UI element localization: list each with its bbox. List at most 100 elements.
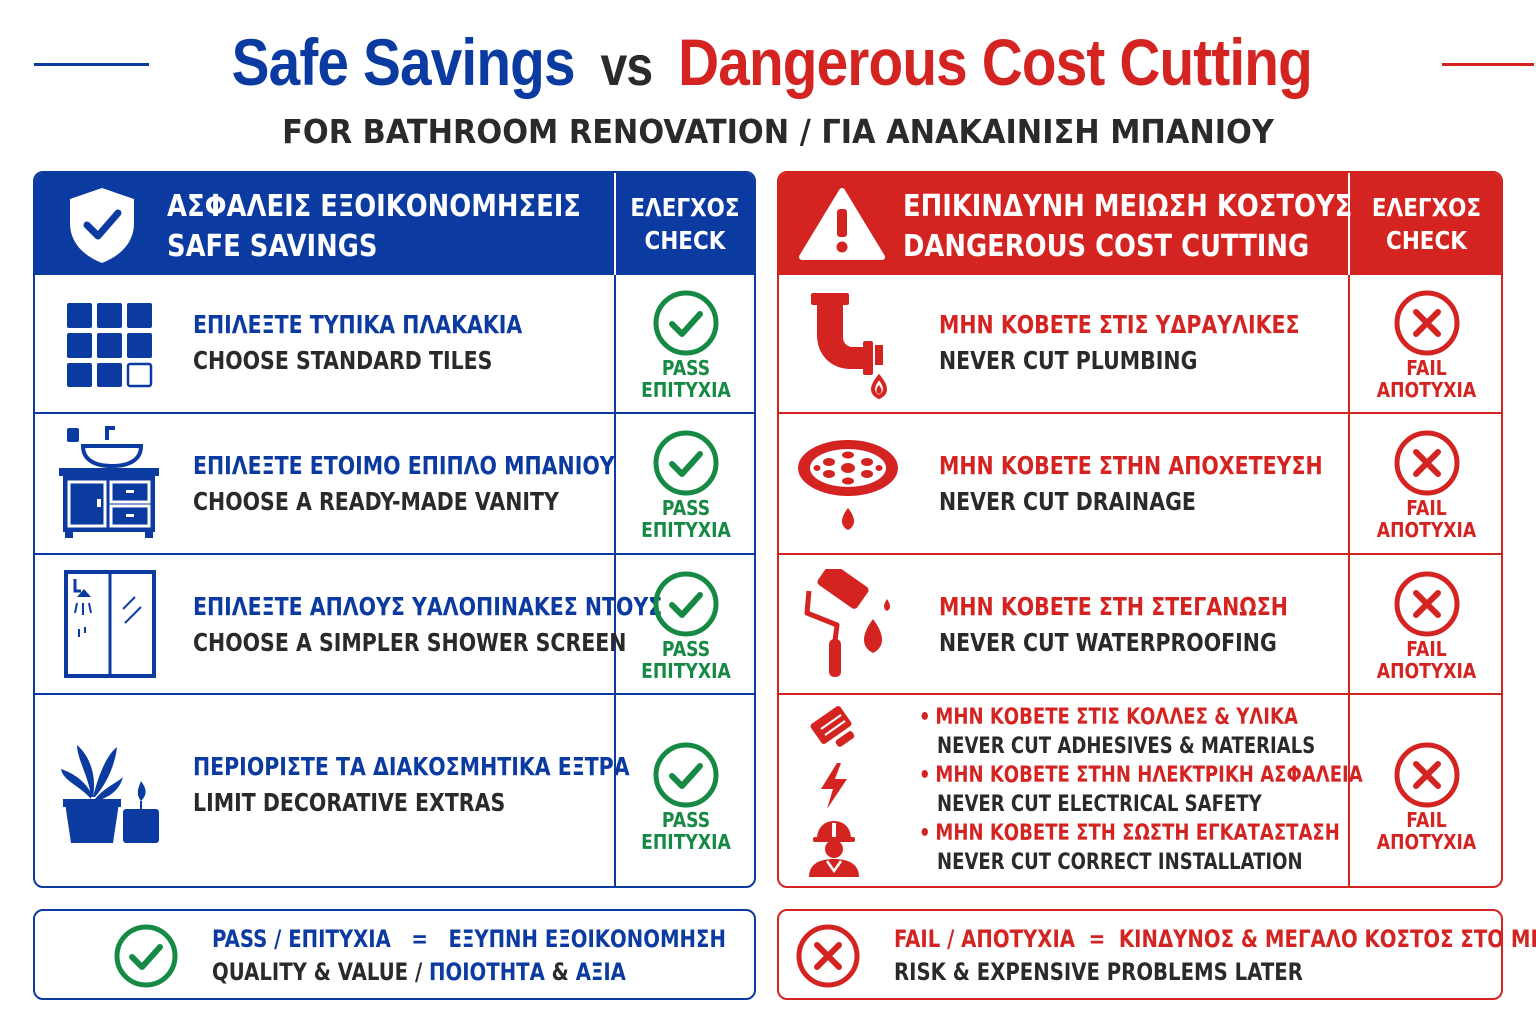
safe-row-text: ΕΠΙΛΕΞΤΕ ΤΥΠΙΚΑ ΠΛΑΚΑΚΙΑ CHOOSE STANDARD…	[193, 307, 522, 379]
fail-status: FAIL ΑΠΟΤΥΧΙΑ	[1350, 429, 1501, 542]
status-gr: ΕΠΙΤΥΧΙΑ	[641, 659, 731, 683]
column-divider	[614, 693, 616, 886]
status-en: PASS	[661, 496, 711, 520]
fail-status: FAIL ΑΠΟΤΥΧΙΑ	[1350, 570, 1501, 683]
status-gr: ΑΠΟΤΥΧΙΑ	[1376, 378, 1477, 402]
row-divider	[35, 553, 754, 555]
safe-row-text: ΠΕΡΙΟΡΙΣΤΕ ΤΑ ΔΙΑΚΟΣΜΗΤΙΚΑ ΕΞΤΡΑ LIMIT D…	[193, 749, 630, 821]
bullet-text-gr: ΜΗΝ ΚΟΒΕΤΕ ΣΤΙΣ ΚΟΛΛΕΣ & ΥΛΙΚΑ	[935, 705, 1298, 730]
title-rule-left	[34, 63, 149, 66]
danger-title-gr: ΕΠΙΚΙΝΔΥΝΗ ΜΕΙΩΣΗ ΚΟΣΤΟΥΣ	[903, 189, 1353, 224]
status-gr: ΕΠΙΤΥΧΙΑ	[641, 830, 731, 854]
legend-line-1: FAIL / ΑΠΟΤΥΧΙΑ = ΚΙΝΔΥΝΟΣ & ΜΕΓΑΛΟ ΚΟΣΤ…	[894, 925, 1536, 953]
danger-row-text: ΜΗΝ ΚΟΒΕΤΕ ΣΤΙΣ ΥΔΡΑΥΛΙΚΕΣ NEVER CUT PLU…	[939, 307, 1300, 379]
column-divider	[614, 275, 616, 414]
pass-status: PASS ΕΠΙΤΥΧΙΑ	[616, 741, 754, 854]
row-divider	[779, 553, 1501, 555]
row-text-en: CHOOSE STANDARD TILES	[193, 346, 493, 375]
header-divider	[1348, 173, 1350, 275]
danger-row-bullets: • ΜΗΝ ΚΟΒΕΤΕ ΣΤΙΣ ΚΟΛΛΕΣ & ΥΛΙΚΑ NEVER CU…	[779, 693, 1501, 886]
danger-panel-title: ΕΠΙΚΙΝΔΥΝΗ ΜΕΙΩΣΗ ΚΟΣΤΟΥΣ DANGEROUS COST…	[903, 187, 1352, 267]
bullet-text-en: NEVER CUT ELECTRICAL SAFETY	[937, 792, 1262, 817]
bullet-text-en: NEVER CUT CORRECT INSTALLATION	[937, 850, 1303, 875]
fail-legend-text: FAIL / ΑΠΟΤΥΧΙΑ = ΚΙΝΔΥΝΟΣ & ΜΕΓΑΛΟ ΚΟΣΤ…	[894, 923, 1536, 989]
status-gr: ΑΠΟΤΥΧΙΑ	[1376, 659, 1477, 683]
bullet-dot: •	[919, 821, 931, 846]
status-en: FAIL	[1406, 496, 1447, 520]
safe-check-header: ΕΛΕΓΧΟΣ CHECK	[626, 191, 745, 257]
check-circle-icon	[653, 290, 719, 356]
status-en: FAIL	[1406, 808, 1447, 832]
column-divider	[1348, 553, 1350, 695]
column-divider	[614, 553, 616, 695]
danger-panel-header: ΕΠΙΚΙΝΔΥΝΗ ΜΕΙΩΣΗ ΚΟΣΤΟΥΣ DANGEROUS COST…	[779, 173, 1501, 275]
safe-savings-panel: ΑΣΦΑΛΕΙΣ ΕΞΟΙΚΟΝΟΜΗΣΕΙΣ SAFE SAVINGS ΕΛΕ…	[33, 171, 756, 888]
x-circle-icon	[796, 924, 860, 988]
danger-row: ΜΗΝ ΚΟΒΕΤΕ ΣΤΗΝ ΑΠΟΧΕΤΕΥΣΗ NEVER CUT DRA…	[779, 412, 1501, 555]
row-text-gr: ΜΗΝ ΚΟΒΕΤΕ ΣΤΙΣ ΥΔΡΑΥΛΙΚΕΣ	[939, 310, 1300, 339]
safe-title-gr: ΑΣΦΑΛΕΙΣ ΕΞΟΙΚΟΝΟΜΗΣΕΙΣ	[167, 189, 581, 224]
row-text-gr: ΜΗΝ ΚΟΒΕΤΕ ΣΤΗ ΣΤΕΓΑΝΩΣΗ	[939, 592, 1288, 621]
x-circle-icon	[1394, 290, 1459, 356]
status-gr: ΕΠΙΤΥΧΙΑ	[641, 518, 731, 542]
page-subtitle: FOR BATHROOM RENOVATION / ΓΙΑ ΑΝΑΚΑΙΝΙΣΗ…	[282, 112, 1274, 151]
fail-status: FAIL ΑΠΟΤΥΧΙΑ	[1350, 741, 1501, 854]
status-gr: ΑΠΟΤΥΧΙΑ	[1376, 518, 1477, 542]
title-danger: Dangerous Cost Cutting	[678, 25, 1313, 99]
danger-title-en: DANGEROUS COST CUTTING	[903, 229, 1310, 264]
status-en: FAIL	[1406, 356, 1447, 380]
column-divider	[614, 412, 616, 555]
paint-roller-icon	[804, 569, 890, 677]
trowel-icon	[810, 706, 855, 747]
pass-status: PASS ΕΠΙΤΥΧΙΑ	[616, 570, 754, 683]
page-title: Safe Savings vs Dangerous Cost Cutting	[111, 22, 1432, 106]
shower-screen-icon	[64, 570, 156, 678]
row-text-gr: ΜΗΝ ΚΟΒΕΤΕ ΣΤΗΝ ΑΠΟΧΕΤΕΥΣΗ	[939, 451, 1323, 480]
warning-triangle-icon	[799, 188, 885, 260]
dangerous-cost-cutting-panel: ΕΠΙΚΙΝΔΥΝΗ ΜΕΙΩΣΗ ΚΟΣΤΟΥΣ DANGEROUS COST…	[777, 171, 1503, 888]
pass-legend-text: PASS / ΕΠΙΤΥΧΙΑ = ΕΞΥΠΝΗ ΕΞΟΙΚΟΝΟΜΗΣΗ QU…	[212, 923, 726, 989]
bullet-item: • ΜΗΝ ΚΟΒΕΤΕ ΣΤΙΣ ΚΟΛΛΕΣ & ΥΛΙΚΑ NEVER CU…	[919, 703, 1315, 761]
check-circle-icon	[653, 742, 719, 808]
safe-title-en: SAFE SAVINGS	[167, 229, 378, 264]
bullet-dot: •	[919, 763, 931, 788]
check-circle-icon	[653, 430, 719, 496]
bullet-text-en: NEVER CUT ADHESIVES & MATERIALS	[937, 734, 1316, 759]
check-en: CHECK	[1386, 226, 1467, 255]
danger-check-header: ΕΛΕΓΧΟΣ CHECK	[1361, 191, 1493, 257]
drain-icon	[798, 440, 898, 530]
safe-row: ΠΕΡΙΟΡΙΣΤΕ ΤΑ ΔΙΑΚΟΣΜΗΤΙΚΑ ΕΞΤΡΑ LIMIT D…	[35, 693, 754, 886]
x-circle-icon	[1394, 742, 1459, 808]
safe-panel-header: ΑΣΦΑΛΕΙΣ ΕΞΟΙΚΟΝΟΜΗΣΕΙΣ SAFE SAVINGS ΕΛΕ…	[35, 173, 754, 275]
check-circle-icon	[653, 571, 719, 637]
danger-row: ΜΗΝ ΚΟΒΕΤΕ ΣΤΗ ΣΤΕΓΑΝΩΣΗ NEVER CUT WATER…	[779, 553, 1501, 695]
row-text-gr: ΠΕΡΙΟΡΙΣΤΕ ΤΑ ΔΙΑΚΟΣΜΗΤΙΚΑ ΕΞΤΡΑ	[193, 752, 630, 781]
row-divider	[779, 412, 1501, 414]
row-divider	[35, 693, 754, 695]
check-circle-icon	[114, 924, 178, 988]
pipe-leak-icon	[811, 293, 887, 400]
danger-row-text: ΜΗΝ ΚΟΒΕΤΕ ΣΤΗ ΣΤΕΓΑΝΩΣΗ NEVER CUT WATER…	[939, 589, 1288, 661]
worker-icon	[809, 821, 859, 877]
bullet-text-gr: ΜΗΝ ΚΟΒΕΤΕ ΣΤΗΝ ΗΛΕΚΤΡΙΚΗ ΑΣΦΑΛΕΙΑ	[935, 763, 1363, 788]
legend-line-2: RISK & EXPENSIVE PROBLEMS LATER	[894, 958, 1303, 986]
title-rule-right	[1442, 63, 1534, 66]
status-en: PASS	[661, 808, 711, 832]
title-vs: vs	[600, 34, 653, 97]
pass-status: PASS ΕΠΙΤΥΧΙΑ	[616, 429, 754, 542]
status-gr: ΑΠΟΤΥΧΙΑ	[1376, 830, 1477, 854]
row-divider	[35, 412, 754, 414]
row-text-en: CHOOSE A SIMPLER SHOWER SCREEN	[193, 628, 627, 657]
row-text-en: LIMIT DECORATIVE EXTRAS	[193, 788, 506, 817]
row-text-gr: ΕΠΙΛΕΞΤΕ ΑΠΛΟΥΣ ΥΑΛΟΠΙΝΑΚΕΣ ΝΤΟΥΣ	[193, 592, 663, 621]
tiles-icon	[67, 303, 153, 388]
row-text-gr: ΕΠΙΛΕΞΤΕ ΤΥΠΙΚΑ ΠΛΑΚΑΚΙΑ	[193, 310, 523, 339]
status-en: PASS	[661, 356, 711, 380]
fail-status: FAIL ΑΠΟΤΥΧΙΑ	[1350, 289, 1501, 402]
row-text-gr: ΕΠΙΛΕΞΤΕ ΕΤΟΙΜΟ ΕΠΙΠΛΟ ΜΠΑΝΙΟΥ	[193, 451, 615, 480]
check-gr: ΕΛΕΓΧΟΣ	[630, 193, 740, 222]
safe-row: ΕΠΙΛΕΞΤΕ ΑΠΛΟΥΣ ΥΑΛΟΠΙΝΑΚΕΣ ΝΤΟΥΣ CHOOSE…	[35, 553, 754, 695]
status-en: PASS	[661, 637, 711, 661]
row-divider	[779, 693, 1501, 695]
vanity-icon	[59, 426, 159, 538]
